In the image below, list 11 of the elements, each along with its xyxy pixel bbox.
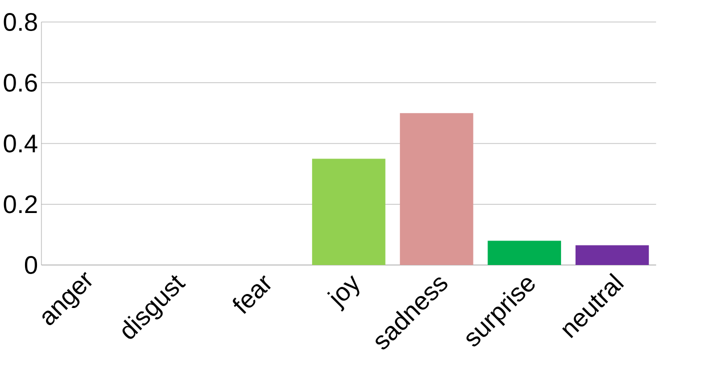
- y-tick-label: 0.2: [4, 195, 37, 214]
- y-tick-label: 0: [24, 256, 38, 274]
- x-tick-label: fear: [232, 275, 271, 314]
- y-tick-label: 0.4: [4, 134, 38, 152]
- y-tick-label: 0.6: [4, 74, 37, 92]
- y-tick-label: 0.8: [4, 13, 37, 31]
- bar: [400, 113, 474, 265]
- x-tick-label: joy: [327, 275, 360, 312]
- bar: [576, 245, 649, 265]
- bar: [488, 240, 562, 265]
- bar: [312, 158, 386, 265]
